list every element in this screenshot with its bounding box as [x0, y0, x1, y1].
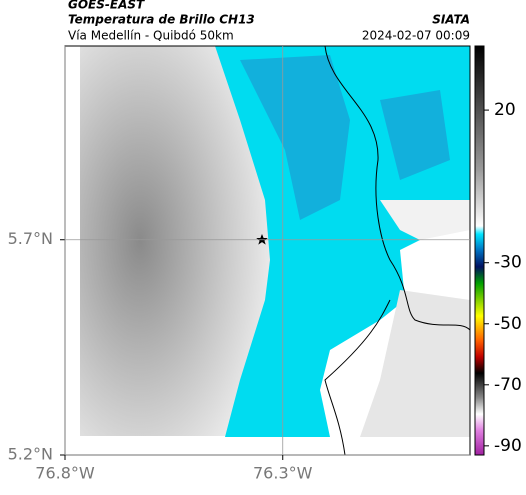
colorbar-tick-label: -50 [494, 314, 522, 334]
colorbar [474, 45, 485, 456]
lat-tick-label: 5.2°N [8, 445, 53, 464]
colorbar-tick-label: 20 [494, 100, 516, 120]
lon-tick-label: 76.3°W [253, 464, 313, 483]
lon-tick-label: 76.8°W [35, 464, 95, 483]
lat-tick-label: 5.7°N [8, 229, 53, 248]
subtitle: Vía Medellín - Quibdó 50km [68, 29, 234, 43]
colorbar-tick-label: -30 [494, 253, 522, 273]
colorbar-tick-label: -90 [494, 436, 522, 456]
source: GOES-EAST [68, 0, 145, 12]
title: Temperatura de Brillo CH13 [68, 13, 255, 27]
credit: SIATA [432, 13, 470, 27]
location-marker [256, 234, 268, 245]
satellite-image [65, 46, 470, 455]
colorbar-tick-label: -70 [494, 375, 522, 395]
datetime: 2024-02-07 00:09 [362, 29, 470, 43]
